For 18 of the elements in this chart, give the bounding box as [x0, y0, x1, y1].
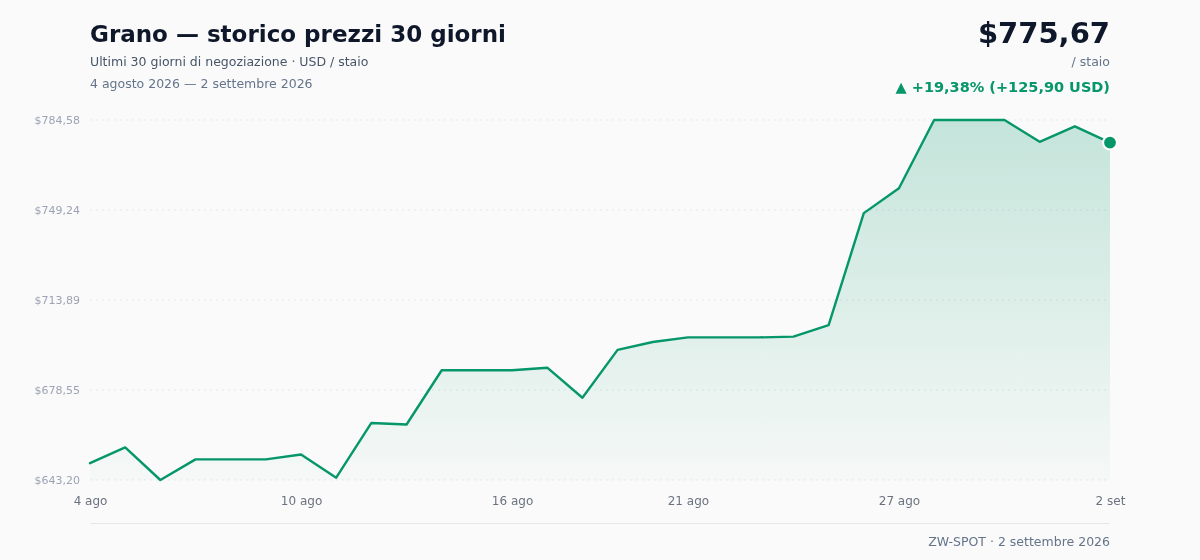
- text: 4 agosto 2026 — 2 settembre 2026: [90, 76, 313, 91]
- y-tick-label: $678,55: [34, 384, 80, 398]
- text: ▲ +19,38% (+125,90 USD): [895, 79, 1110, 95]
- x-tick-label: 2 set: [1095, 493, 1126, 508]
- y-tick-label: $643,20: [34, 474, 80, 488]
- x-tick-label: 4 ago: [73, 493, 108, 508]
- x-tick-label: 16 ago: [491, 493, 534, 508]
- text: / staio: [1071, 54, 1110, 69]
- y-tick-label: $749,24: [34, 204, 80, 218]
- x-tick-label: 10 ago: [280, 493, 323, 508]
- y-tick-label: $713,89: [34, 294, 80, 308]
- text: $775,67: [977, 16, 1110, 50]
- chart-subtitle: Ultimi 30 giorni di negoziazione · USD / staio: [90, 54, 369, 69]
- chart-title: Grano — storico prezzi 30 giorni: [90, 21, 506, 47]
- x-tick-label: 21 ago: [667, 493, 710, 508]
- y-tick-label: $784,58: [34, 114, 80, 128]
- text: ZW-SPOT · 2 settembre 2026: [928, 534, 1111, 549]
- x-tick-label: 27 ago: [878, 493, 921, 508]
